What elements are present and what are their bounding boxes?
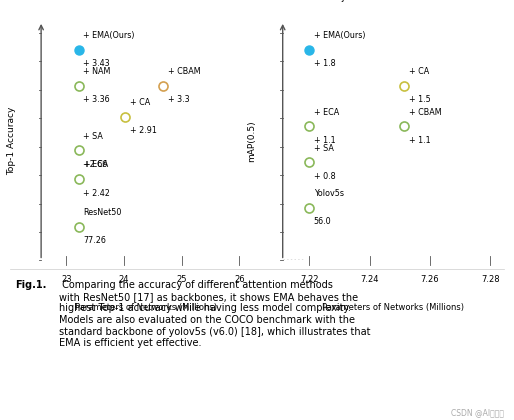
Text: + 3.36: + 3.36: [83, 95, 110, 104]
Text: 26: 26: [234, 275, 245, 284]
Text: + CA: + CA: [130, 98, 150, 107]
Text: + EMA(Ours): + EMA(Ours): [314, 31, 365, 40]
Text: Comparing the accuracy of different attention methods
with ResNet50 [17] as back: Comparing the accuracy of different atte…: [59, 280, 371, 348]
Text: Top-1 Accuracy: Top-1 Accuracy: [7, 107, 16, 175]
Text: + ECA: + ECA: [83, 160, 108, 169]
Text: + 2.42: + 2.42: [83, 189, 110, 197]
Text: 56.0: 56.0: [314, 217, 331, 226]
Text: + CBAM: + CBAM: [168, 67, 200, 76]
Text: 77.26: 77.26: [83, 236, 106, 245]
Text: 7.22: 7.22: [300, 275, 319, 284]
Text: + 3.43: + 3.43: [83, 59, 110, 68]
Text: Yolov5s: Yolov5s: [314, 189, 344, 198]
Text: Fig.1.: Fig.1.: [15, 280, 47, 290]
Text: 23: 23: [61, 275, 72, 284]
Text: CSDN @AI小怪兽: CSDN @AI小怪兽: [451, 408, 504, 417]
Text: + 1.8: + 1.8: [314, 59, 335, 68]
Text: 7.28: 7.28: [481, 275, 500, 284]
Text: 7.24: 7.24: [360, 275, 379, 284]
Text: Object Detection on COCO: Object Detection on COCO: [328, 0, 458, 2]
Text: + ECA: + ECA: [314, 108, 339, 117]
Text: Parameters of Networks (Millions): Parameters of Networks (Millions): [76, 304, 217, 312]
Text: + SA: + SA: [314, 144, 334, 152]
Text: 7.26: 7.26: [421, 275, 439, 284]
Text: + 1.5: + 1.5: [409, 95, 430, 104]
Text: Classification on CIFAR-100: Classification on CIFAR-100: [80, 0, 213, 2]
Text: + CA: + CA: [409, 67, 429, 76]
Text: ResNet50: ResNet50: [83, 208, 122, 217]
Text: 24: 24: [119, 275, 129, 284]
Text: + 1.1: + 1.1: [314, 136, 335, 145]
Text: + 2.91: + 2.91: [130, 126, 156, 135]
Text: + 3.3: + 3.3: [168, 95, 189, 104]
Text: +2.66: +2.66: [83, 160, 107, 169]
Text: Parameters of Networks (Millions): Parameters of Networks (Millions): [322, 304, 464, 312]
Text: 25: 25: [176, 275, 187, 284]
Text: + EMA(Ours): + EMA(Ours): [83, 31, 135, 40]
Text: mAP(0.5): mAP(0.5): [247, 120, 256, 162]
Text: + 0.8: + 0.8: [314, 172, 335, 181]
Text: + CBAM: + CBAM: [409, 108, 442, 117]
Text: + NAM: + NAM: [83, 67, 111, 76]
Text: + 1.1: + 1.1: [409, 136, 430, 145]
Text: + SA: + SA: [83, 132, 103, 141]
